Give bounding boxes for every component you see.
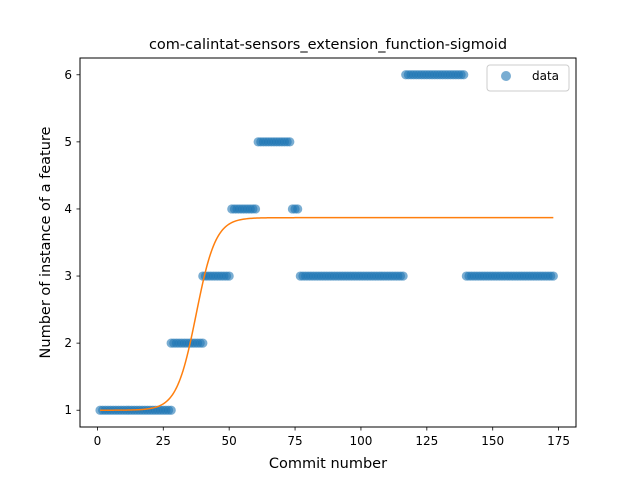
data-point xyxy=(198,338,208,348)
y-tick-label: 1 xyxy=(64,403,72,417)
data-point xyxy=(166,405,176,415)
data-point xyxy=(224,271,234,281)
x-tick-label: 25 xyxy=(156,434,171,448)
data-point xyxy=(548,271,558,281)
y-tick-label: 6 xyxy=(64,68,72,82)
x-tick-label: 150 xyxy=(481,434,504,448)
chart-title: com-calintat-sensors_extension_function-… xyxy=(149,37,507,53)
x-tick-label: 175 xyxy=(547,434,570,448)
y-axis-label: Number of instance of a feature xyxy=(38,126,54,358)
fit-line xyxy=(100,216,554,411)
x-tick-label: 125 xyxy=(415,434,438,448)
axis-ticks: 0 25 50 75 100 125 150 175 1 2 3 4 5 6 xyxy=(64,68,570,448)
legend-label: data xyxy=(532,69,559,83)
y-tick-label: 5 xyxy=(64,135,72,149)
x-tick-label: 100 xyxy=(349,434,372,448)
y-tick-label: 3 xyxy=(64,269,72,283)
x-tick-label: 50 xyxy=(222,434,237,448)
legend-marker xyxy=(501,71,511,81)
data-point xyxy=(459,70,469,80)
x-axis-label: Commit number xyxy=(269,456,387,472)
x-tick-label: 0 xyxy=(94,434,102,448)
legend: data xyxy=(486,64,570,92)
y-tick-label: 2 xyxy=(64,336,72,350)
axes-frame xyxy=(79,57,577,428)
data-point xyxy=(250,204,261,214)
plot-area xyxy=(95,70,558,415)
y-tick-label: 4 xyxy=(64,202,72,216)
data-point xyxy=(293,204,303,214)
data-point xyxy=(285,137,295,147)
data-point xyxy=(398,271,408,281)
x-tick-label: 75 xyxy=(287,434,302,448)
